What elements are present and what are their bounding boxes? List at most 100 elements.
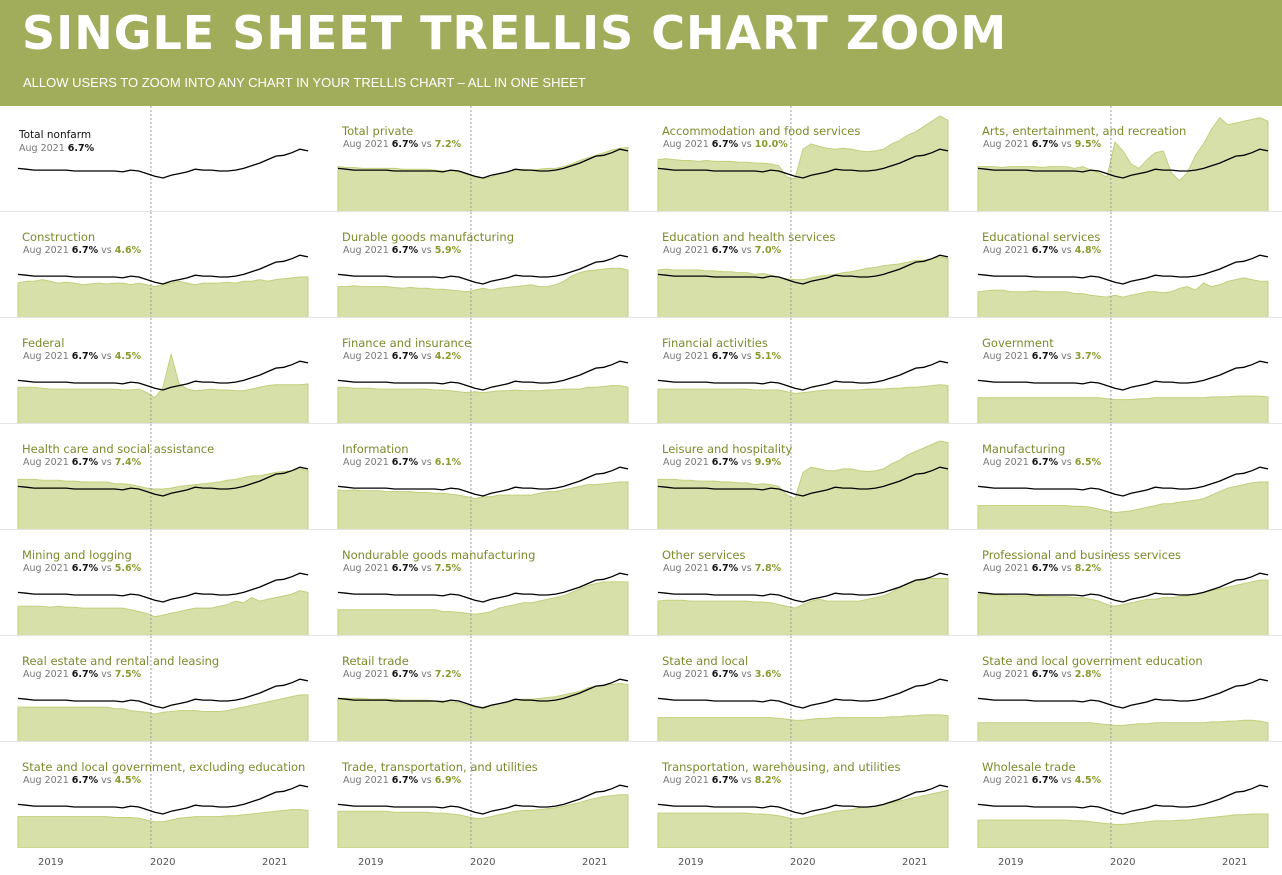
- trellis-panel[interactable]: Finance and insurance Aug 2021 6.7% vs 4.…: [320, 318, 639, 424]
- trellis-panel[interactable]: Professional and business services Aug 20…: [960, 530, 1279, 636]
- vs-label: vs: [98, 563, 115, 574]
- trellis-panel[interactable]: Health care and social assistance Aug 202…: [0, 424, 319, 530]
- total-value: 6.7%: [711, 669, 739, 680]
- panel-info: Aug 2021 6.7% vs 4.5%: [23, 775, 141, 786]
- period-label: Aug 2021: [663, 139, 712, 150]
- period-label: Aug 2021: [23, 563, 72, 574]
- trellis-panel[interactable]: Education and health services Aug 2021 6.…: [640, 212, 959, 318]
- total-value: 6.7%: [1031, 457, 1059, 468]
- panel-chart: [17, 742, 309, 848]
- industry-value: 7.5%: [114, 669, 142, 680]
- vs-label: vs: [418, 457, 435, 468]
- panel-info: Aug 2021 6.7% vs 5.6%: [23, 563, 141, 574]
- series-area: [17, 590, 309, 636]
- trellis-panel[interactable]: Durable goods manufacturing Aug 2021 6.7%…: [320, 212, 639, 318]
- panel-title: Trade, transportation, and utilities: [342, 760, 538, 774]
- trellis-panel[interactable]: Trade, transportation, and utilities Aug …: [320, 742, 639, 848]
- panel-chart: [977, 424, 1269, 530]
- trellis-panel[interactable]: Total nonfarm Aug 2021 6.7%: [0, 106, 319, 212]
- x-tick-label: 2021: [1222, 857, 1248, 868]
- vs-label: vs: [1058, 245, 1075, 256]
- trellis-panel[interactable]: State and local Aug 2021 6.7% vs 3.6%: [640, 636, 959, 742]
- industry-value: 2.8%: [1074, 669, 1102, 680]
- baseline-line: [977, 254, 1269, 285]
- total-value: 6.7%: [711, 245, 739, 256]
- vs-label: vs: [98, 669, 115, 680]
- industry-value: 3.6%: [754, 669, 782, 680]
- panel-chart: [977, 212, 1269, 318]
- panel-chart: [977, 318, 1269, 424]
- trellis-panel[interactable]: Mining and logging Aug 2021 6.7% vs 5.6%: [0, 530, 319, 636]
- period-label: Aug 2021: [343, 139, 392, 150]
- baseline-line: [337, 678, 629, 709]
- x-tick-label: 2020: [470, 857, 496, 868]
- baseline-line: [657, 360, 949, 391]
- trellis-panel[interactable]: Government Aug 2021 6.7% vs 3.7%: [960, 318, 1279, 424]
- trellis-panel[interactable]: Federal Aug 2021 6.7% vs 4.5%: [0, 318, 319, 424]
- panel-info: Aug 2021 6.7% vs 5.9%: [343, 245, 461, 256]
- panel-info: Aug 2021 6.7% vs 5.1%: [663, 351, 781, 362]
- industry-value: 3.7%: [1074, 351, 1102, 362]
- trellis-panel[interactable]: Information Aug 2021 6.7% vs 6.1%: [320, 424, 639, 530]
- series-area: [337, 581, 629, 636]
- baseline-line: [657, 678, 949, 709]
- panel-chart: [17, 424, 309, 530]
- panel-title: State and local government education: [982, 654, 1203, 668]
- industry-value: 4.2%: [434, 351, 462, 362]
- trellis-panel[interactable]: Real estate and rental and leasing Aug 20…: [0, 636, 319, 742]
- series-area: [17, 276, 309, 318]
- trellis-panel[interactable]: State and local government, excluding ed…: [0, 742, 319, 848]
- trellis-panel[interactable]: Other services Aug 2021 6.7% vs 7.8%: [640, 530, 959, 636]
- header-banner: SINGLE SHEET TRELLIS CHART ZOOM ALLOW US…: [0, 0, 1282, 106]
- panel-info: Aug 2021 6.7% vs 9.5%: [983, 139, 1101, 150]
- total-value: 6.7%: [71, 351, 99, 362]
- vs-label: vs: [418, 669, 435, 680]
- industry-value: 7.5%: [434, 563, 462, 574]
- series-area: [17, 809, 309, 848]
- baseline-line: [657, 784, 949, 815]
- trellis-panel[interactable]: Nondurable goods manufacturing Aug 2021 6…: [320, 530, 639, 636]
- row-divider: [0, 635, 1282, 636]
- series-area: [657, 577, 949, 636]
- trellis-panel[interactable]: Financial activities Aug 2021 6.7% vs 5.1…: [640, 318, 959, 424]
- trellis-panel[interactable]: Retail trade Aug 2021 6.7% vs 7.2%: [320, 636, 639, 742]
- trellis-panel[interactable]: Transportation, warehousing, and utiliti…: [640, 742, 959, 848]
- trellis-panel[interactable]: Arts, entertainment, and recreation Aug 2…: [960, 106, 1279, 212]
- total-value: 6.7%: [1031, 245, 1059, 256]
- trellis-panel[interactable]: Leisure and hospitality Aug 2021 6.7% vs …: [640, 424, 959, 530]
- series-area: [337, 146, 629, 212]
- baseline-line: [337, 466, 629, 497]
- industry-value: 4.5%: [1074, 775, 1102, 786]
- period-label: Aug 2021: [983, 563, 1032, 574]
- panel-chart: [17, 212, 309, 318]
- panel-info: Aug 2021 6.7% vs 4.5%: [23, 351, 141, 362]
- trellis-panel[interactable]: Wholesale trade Aug 2021 6.7% vs 4.5%: [960, 742, 1279, 848]
- series-area: [337, 682, 629, 742]
- panel-chart: [657, 106, 949, 212]
- panel-title: Government: [982, 336, 1054, 350]
- panel-chart: [337, 530, 629, 636]
- panel-title: Educational services: [982, 230, 1101, 244]
- total-value: 6.7%: [71, 775, 99, 786]
- trellis-panel[interactable]: Manufacturing Aug 2021 6.7% vs 6.5%: [960, 424, 1279, 530]
- panel-info: Aug 2021 6.7% vs 7.4%: [23, 457, 141, 468]
- period-label: Aug 2021: [663, 457, 712, 468]
- series-area: [977, 116, 1269, 212]
- x-tick-label: 2020: [1110, 857, 1136, 868]
- trellis-panel[interactable]: Educational services Aug 2021 6.7% vs 4.8…: [960, 212, 1279, 318]
- vs-label: vs: [418, 245, 435, 256]
- period-label: Aug 2021: [663, 775, 712, 786]
- trellis-panel[interactable]: Construction Aug 2021 6.7% vs 4.6%: [0, 212, 319, 318]
- trellis-panel[interactable]: Total private Aug 2021 6.7% vs 7.2%: [320, 106, 639, 212]
- panel-info: Aug 2021 6.7% vs 7.8%: [663, 563, 781, 574]
- total-value: 6.7%: [711, 563, 739, 574]
- industry-value: 10.0%: [754, 139, 788, 150]
- period-label: Aug 2021: [663, 351, 712, 362]
- total-value: 6.7%: [391, 457, 419, 468]
- vs-label: vs: [98, 457, 115, 468]
- vs-label: vs: [98, 351, 115, 362]
- trellis-panel[interactable]: State and local government education Aug …: [960, 636, 1279, 742]
- total-value: 6.7%: [71, 669, 99, 680]
- trellis-panel[interactable]: Accommodation and food services Aug 2021 …: [640, 106, 959, 212]
- period-label: Aug 2021: [23, 351, 72, 362]
